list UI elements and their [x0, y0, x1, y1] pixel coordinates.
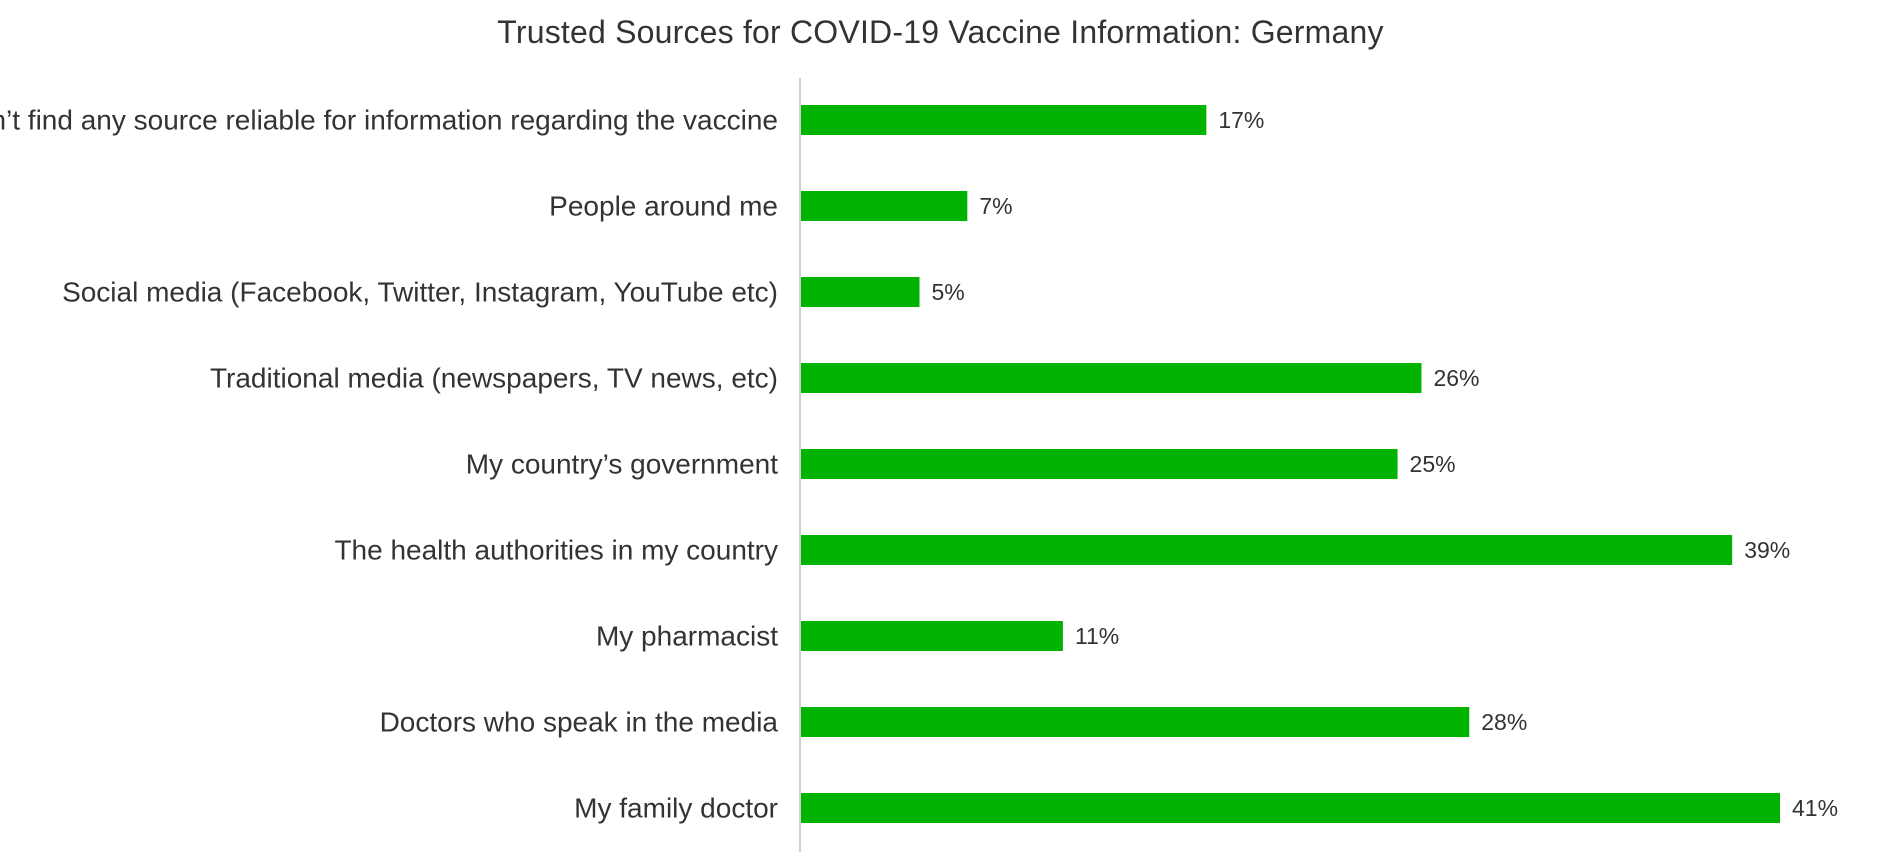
bar	[800, 535, 1733, 565]
bar	[800, 707, 1470, 737]
value-label: 41%	[1792, 795, 1838, 821]
category-label: People around me	[549, 191, 778, 222]
category-label: My country’s government	[466, 449, 779, 480]
category-label: My pharmacist	[596, 621, 778, 652]
bar	[800, 363, 1422, 393]
bar	[800, 191, 968, 221]
bar	[800, 449, 1398, 479]
value-labels-layer: 17% 7% 5% 26% 25% 39% 11% 28% 41%	[932, 107, 1839, 821]
category-label: Social media (Facebook, Twitter, Instagr…	[62, 277, 778, 308]
category-label: Traditional media (newspapers, TV news, …	[210, 363, 778, 394]
value-label: 11%	[1075, 623, 1119, 649]
value-label: 5%	[932, 279, 965, 305]
bar	[800, 621, 1063, 651]
chart-title: Trusted Sources for COVID-19 Vaccine Inf…	[497, 14, 1384, 50]
value-label: 25%	[1410, 451, 1456, 477]
category-label: I don’t find any source reliable for inf…	[0, 105, 778, 136]
category-label: Doctors who speak in the media	[380, 707, 779, 738]
bar	[800, 793, 1780, 823]
bar	[800, 277, 920, 307]
category-label: My family doctor	[574, 793, 778, 824]
category-label: The health authorities in my country	[334, 535, 778, 566]
value-label: 17%	[1218, 107, 1264, 133]
category-labels-layer: I don’t find any source reliable for inf…	[0, 105, 778, 824]
value-label: 28%	[1481, 709, 1527, 735]
bars-layer	[800, 105, 1780, 823]
bar	[800, 105, 1207, 135]
value-label: 39%	[1744, 537, 1790, 563]
value-label: 26%	[1433, 365, 1479, 391]
value-label: 7%	[979, 193, 1012, 219]
